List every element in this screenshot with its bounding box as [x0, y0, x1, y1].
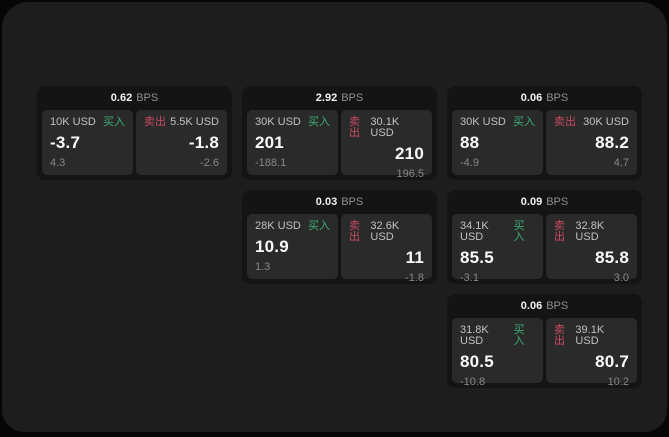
sell-panel[interactable]: 卖出 32.6K USD 11 -1.8	[341, 214, 432, 284]
buy-delta: 4.3	[50, 157, 66, 169]
card-header: 0.62 BPS	[37, 86, 232, 110]
bps-unit-label: BPS	[546, 92, 569, 104]
sell-delta: -1.8	[405, 272, 424, 284]
sell-panel[interactable]: 卖出 30.1K USD 210 196.5	[341, 110, 432, 180]
sell-amount: 5.5K USD	[170, 116, 219, 128]
quote-card-2: 2.92 BPS 30K USD 买入 201 -188.1 卖出 30.1K …	[242, 86, 437, 180]
sell-price: -1.8	[188, 133, 219, 152]
buy-delta: 1.3	[255, 261, 271, 273]
card-header: 0.06 BPS	[447, 294, 642, 318]
sell-label: 卖出	[554, 116, 576, 128]
card-header: 2.92 BPS	[242, 86, 437, 110]
sell-price: 88.2	[595, 133, 629, 152]
sell-amount: 39.1K USD	[575, 324, 605, 347]
buy-price: 88	[460, 133, 480, 152]
bps-value: 0.03	[315, 196, 338, 208]
card-header: 0.06 BPS	[447, 86, 642, 110]
sell-price: 11	[405, 248, 424, 267]
buy-price: 201	[255, 133, 284, 152]
bps-value: 0.06	[520, 300, 543, 312]
buy-panel[interactable]: 34.1K USD 买入 85.5 -3.1	[452, 214, 543, 284]
buy-delta: -188.1	[255, 157, 287, 169]
sell-price: 80.7	[595, 352, 629, 371]
sell-label: 卖出	[349, 220, 360, 243]
buy-label: 买入	[308, 116, 330, 128]
buy-price: 85.5	[460, 248, 494, 267]
buy-delta: -3.1	[460, 272, 479, 284]
buy-delta: -10.8	[460, 376, 486, 388]
bps-unit-label: BPS	[546, 300, 569, 312]
sell-amount: 30K USD	[583, 116, 629, 128]
buy-price: 80.5	[460, 352, 494, 371]
bps-unit-label: BPS	[546, 196, 569, 208]
quote-card-3: 0.06 BPS 30K USD 买入 88 -4.9 卖出 30K USD 8…	[447, 86, 642, 180]
sell-panel[interactable]: 卖出 30K USD 88.2 4.7	[546, 110, 637, 175]
sell-delta: -2.6	[200, 157, 219, 169]
sell-label: 卖出	[144, 116, 166, 128]
sell-price: 85.8	[595, 248, 629, 267]
sell-panel[interactable]: 卖出 39.1K USD 80.7 10.2	[546, 318, 637, 388]
sell-amount: 30.1K USD	[370, 116, 400, 139]
sell-delta: 10.2	[607, 376, 629, 388]
card-header: 0.09 BPS	[447, 190, 642, 214]
sell-amount: 32.8K USD	[575, 220, 605, 243]
bps-value: 0.09	[520, 196, 543, 208]
bps-unit-label: BPS	[341, 196, 364, 208]
buy-label: 买入	[103, 116, 125, 128]
sell-delta: 4.7	[613, 157, 629, 169]
quote-card-1: 0.62 BPS 10K USD 买入 -3.7 4.3 卖出 5.5K USD…	[37, 86, 232, 180]
app-window: 0.62 BPS 10K USD 买入 -3.7 4.3 卖出 5.5K USD…	[2, 2, 667, 432]
buy-amount: 10K USD	[50, 116, 96, 128]
bps-value: 0.06	[520, 92, 543, 104]
buy-label: 买入	[308, 220, 330, 232]
card-header: 0.03 BPS	[242, 190, 437, 214]
buy-delta: -4.9	[460, 157, 479, 169]
buy-label: 买入	[513, 324, 525, 347]
sell-panel[interactable]: 卖出 5.5K USD -1.8 -2.6	[136, 110, 227, 175]
sell-price: 210	[395, 144, 424, 163]
buy-price: 10.9	[255, 237, 289, 256]
buy-panel[interactable]: 10K USD 买入 -3.7 4.3	[42, 110, 133, 175]
buy-panel[interactable]: 31.8K USD 买入 80.5 -10.8	[452, 318, 543, 388]
sell-label: 卖出	[554, 220, 565, 243]
buy-panel[interactable]: 30K USD 买入 201 -188.1	[247, 110, 338, 175]
buy-panel[interactable]: 30K USD 买入 88 -4.9	[452, 110, 543, 175]
quote-card-5: 0.09 BPS 34.1K USD 买入 85.5 -3.1 卖出 32.8K…	[447, 190, 642, 284]
buy-amount: 28K USD	[255, 220, 301, 232]
buy-label: 买入	[513, 116, 535, 128]
bps-unit-label: BPS	[136, 92, 159, 104]
sell-delta: 3.0	[613, 272, 629, 284]
quote-card-4: 0.03 BPS 28K USD 买入 10.9 1.3 卖出 32.6K US…	[242, 190, 437, 284]
buy-amount: 31.8K USD	[460, 324, 489, 347]
sell-label: 卖出	[554, 324, 565, 347]
buy-label: 买入	[513, 220, 525, 243]
quote-card-6: 0.06 BPS 31.8K USD 买入 80.5 -10.8 卖出 39.1…	[447, 294, 642, 388]
sell-delta: 196.5	[396, 168, 424, 180]
bps-value: 2.92	[315, 92, 338, 104]
buy-amount: 30K USD	[255, 116, 301, 128]
buy-price: -3.7	[50, 133, 81, 152]
sell-panel[interactable]: 卖出 32.8K USD 85.8 3.0	[546, 214, 637, 284]
buy-panel[interactable]: 28K USD 买入 10.9 1.3	[247, 214, 338, 279]
bps-value: 0.62	[110, 92, 133, 104]
sell-amount: 32.6K USD	[370, 220, 400, 243]
sell-label: 卖出	[349, 116, 360, 139]
buy-amount: 34.1K USD	[460, 220, 489, 243]
bps-unit-label: BPS	[341, 92, 364, 104]
buy-amount: 30K USD	[460, 116, 506, 128]
